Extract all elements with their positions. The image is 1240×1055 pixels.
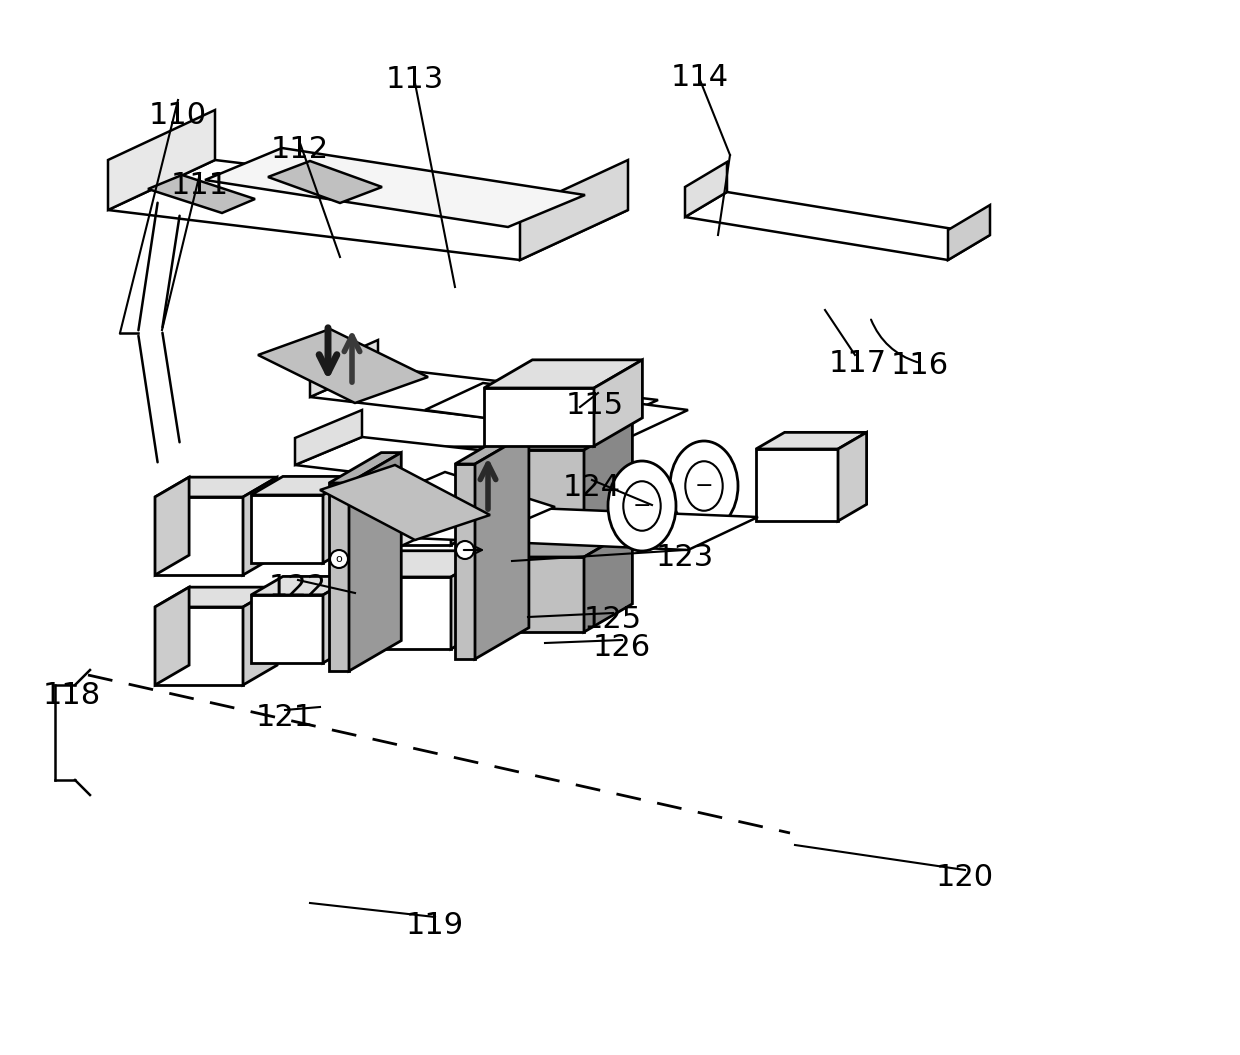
Polygon shape [484, 388, 594, 446]
Polygon shape [520, 160, 627, 260]
Polygon shape [475, 433, 529, 659]
Polygon shape [250, 495, 322, 563]
Polygon shape [250, 576, 355, 595]
Text: 117: 117 [828, 348, 887, 378]
Text: 111: 111 [171, 171, 229, 199]
Polygon shape [455, 433, 529, 464]
Polygon shape [348, 453, 402, 671]
Polygon shape [594, 360, 642, 446]
Polygon shape [258, 329, 428, 403]
Text: 126: 126 [593, 633, 651, 661]
Text: 122: 122 [269, 573, 327, 601]
Polygon shape [295, 410, 362, 465]
Polygon shape [250, 477, 355, 495]
Polygon shape [155, 588, 188, 685]
Text: 115: 115 [565, 390, 624, 420]
Polygon shape [322, 477, 355, 563]
Text: 121: 121 [255, 703, 314, 731]
Polygon shape [479, 557, 584, 632]
Text: 120: 120 [936, 863, 994, 891]
Polygon shape [949, 205, 990, 260]
Polygon shape [756, 433, 867, 449]
Polygon shape [379, 472, 556, 535]
Polygon shape [455, 464, 475, 659]
Polygon shape [479, 529, 632, 557]
Text: 110: 110 [149, 100, 207, 130]
Polygon shape [155, 588, 277, 607]
Text: 113: 113 [386, 65, 444, 95]
Polygon shape [584, 422, 632, 525]
Polygon shape [268, 161, 382, 203]
Polygon shape [756, 449, 838, 521]
Polygon shape [155, 497, 243, 575]
Polygon shape [838, 433, 867, 521]
Polygon shape [353, 551, 496, 577]
Polygon shape [148, 175, 255, 213]
Polygon shape [108, 160, 627, 260]
Ellipse shape [608, 461, 676, 551]
Polygon shape [310, 340, 378, 397]
Polygon shape [388, 505, 758, 550]
Polygon shape [451, 446, 496, 545]
Polygon shape [108, 110, 215, 210]
Circle shape [456, 541, 474, 559]
Text: −: − [694, 476, 713, 496]
Ellipse shape [686, 461, 723, 511]
Polygon shape [484, 360, 642, 388]
Polygon shape [479, 450, 584, 525]
Polygon shape [329, 483, 348, 671]
Text: 118: 118 [43, 680, 102, 710]
Text: −: − [632, 496, 651, 516]
Text: 125: 125 [584, 606, 642, 634]
Polygon shape [243, 477, 277, 575]
Text: 114: 114 [671, 62, 729, 92]
Polygon shape [353, 446, 496, 473]
Circle shape [330, 550, 348, 568]
Polygon shape [584, 529, 632, 632]
Polygon shape [451, 551, 496, 649]
Text: 112: 112 [270, 135, 329, 165]
Ellipse shape [670, 441, 738, 531]
Text: 123: 123 [656, 542, 714, 572]
Polygon shape [295, 437, 658, 500]
Polygon shape [684, 162, 727, 217]
Polygon shape [320, 465, 490, 540]
Polygon shape [353, 473, 451, 545]
Polygon shape [155, 607, 243, 685]
Polygon shape [479, 422, 632, 450]
Text: 119: 119 [405, 910, 464, 940]
Polygon shape [353, 577, 451, 649]
Polygon shape [322, 576, 355, 663]
Polygon shape [425, 383, 688, 437]
Polygon shape [205, 148, 585, 227]
Text: o: o [336, 554, 342, 564]
Polygon shape [155, 477, 277, 497]
Polygon shape [684, 192, 990, 260]
Polygon shape [310, 367, 658, 430]
Ellipse shape [624, 481, 661, 531]
Polygon shape [243, 588, 277, 685]
Polygon shape [329, 453, 402, 483]
Polygon shape [155, 477, 188, 575]
Polygon shape [250, 595, 322, 663]
Text: 124: 124 [563, 473, 621, 501]
Text: 116: 116 [890, 350, 949, 380]
Polygon shape [388, 505, 458, 552]
